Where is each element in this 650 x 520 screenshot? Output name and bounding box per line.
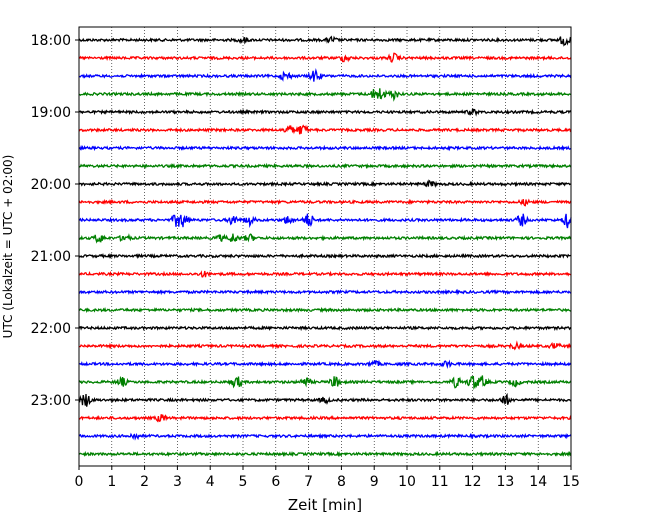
x-tick-label: 0 [75,474,84,490]
trace-line [78,179,572,188]
trace-line [78,324,572,332]
plot-frame [78,26,572,467]
trace-line [78,124,572,135]
trace-line [78,198,572,207]
y-tick-label: 23:00 [31,393,71,409]
x-tick-label: 15 [562,474,580,490]
trace-line [78,450,572,458]
x-tick-label: 12 [464,474,482,490]
y-tick-label: 19:00 [31,105,71,121]
x-tick-label: 9 [370,474,379,490]
x-axis-ticks: 0 1 2 3 4 5 6 7 8 9 10 11 12 13 14 15 [75,466,580,490]
x-tick-label: 3 [173,474,182,490]
y-tick-label: 22:00 [31,321,71,337]
trace-line [78,162,572,170]
trace-line [78,414,572,423]
trace-line [78,213,572,229]
trace-line [78,340,572,351]
trace-line [78,52,572,63]
x-tick-label: 13 [496,474,514,490]
x-tick-label: 5 [239,474,248,490]
x-tick-label: 10 [398,474,416,490]
trace-line [78,68,572,82]
y-tick-label: 18:00 [31,33,71,49]
trace-line [78,392,572,407]
x-tick-label: 14 [529,474,547,490]
trace-line [78,144,572,152]
trace-line [78,270,572,278]
x-tick-label: 2 [140,474,149,490]
trace-line [78,359,572,369]
y-tick-label: 21:00 [31,249,71,265]
x-tick-label: 7 [304,474,313,490]
x-tick-label: 8 [337,474,346,490]
trace-line [78,108,572,117]
trace-line [78,306,572,314]
x-tick-label: 11 [431,474,449,490]
y-axis-title: UTC (Lokalzeit = UTC + 02:00) [1,155,15,339]
traces [78,35,572,458]
x-tick-label: 6 [271,474,280,490]
trace-line [78,252,572,260]
trace-line [78,35,572,47]
x-tick-label: 1 [107,474,116,490]
trace-line [78,288,572,296]
x-tick-label: 4 [206,474,215,490]
trace-line [78,233,572,244]
vertical-grid [111,27,539,466]
trace-line [78,432,572,441]
trace-line [78,375,572,390]
x-axis-title: Zeit [min] [288,496,362,514]
trace-line [78,88,572,102]
y-axis-ticks: 18:00 19:00 20:00 21:00 22:00 23:00 [31,33,79,409]
y-tick-label: 20:00 [31,177,71,193]
